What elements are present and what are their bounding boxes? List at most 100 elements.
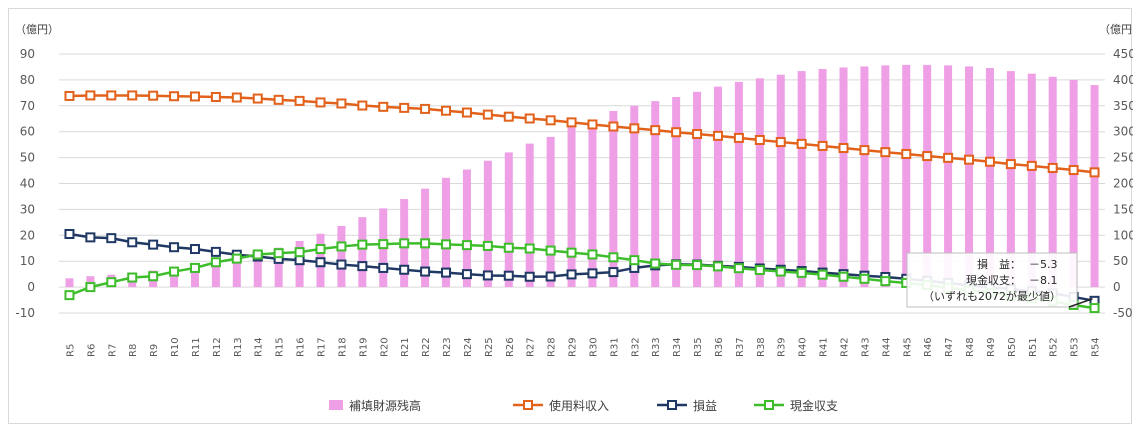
point	[587, 268, 598, 279]
point	[922, 151, 933, 162]
point	[399, 102, 410, 113]
point	[148, 271, 159, 282]
point	[1047, 162, 1058, 173]
left-tick-label: -10	[15, 306, 35, 320]
x-tick-label: R20	[379, 337, 390, 357]
point	[1026, 160, 1037, 171]
x-tick-label: R46	[923, 337, 934, 357]
x-tick-label: R47	[944, 337, 955, 357]
bar	[693, 91, 702, 288]
bar	[1006, 71, 1015, 288]
point	[461, 107, 472, 118]
right-tick-label: -50	[1113, 306, 1133, 320]
point	[524, 271, 535, 282]
point	[775, 266, 786, 277]
point	[189, 91, 200, 102]
right-tick-label: 100	[1113, 228, 1133, 242]
right-tick-label: 450	[1113, 47, 1133, 61]
x-tick-label: R34	[672, 337, 683, 357]
bar	[86, 276, 95, 288]
point	[294, 95, 305, 106]
point	[420, 238, 431, 249]
bar	[525, 143, 534, 288]
point	[127, 272, 138, 283]
right-tick-label: 0	[1113, 280, 1121, 294]
legend-label: 補填財源残高	[349, 398, 421, 413]
x-tick-label: R24	[463, 337, 474, 357]
bar	[630, 105, 639, 288]
point	[775, 137, 786, 148]
point	[231, 92, 242, 103]
point	[817, 140, 828, 151]
point	[441, 105, 452, 116]
x-tick-label: R54	[1091, 337, 1102, 357]
chart-frame: 90 80 70 60 50 40 30 20 10 0 -10 450 400 350 300 250 200…	[8, 8, 1133, 424]
point	[1089, 303, 1100, 314]
x-tick-label: R50	[1007, 337, 1018, 357]
bar	[1069, 79, 1078, 288]
right-tick-label: 350	[1113, 99, 1133, 113]
x-tick-label: R7	[107, 344, 118, 357]
point	[566, 247, 577, 258]
left-axis-unit: （億円）	[15, 23, 59, 36]
left-tick-label: 0	[27, 280, 35, 294]
bar	[985, 67, 994, 288]
x-tick-label: R18	[337, 337, 348, 357]
point	[189, 244, 200, 255]
legend-label: 現金収支	[790, 398, 838, 413]
point	[608, 121, 619, 132]
point	[880, 147, 891, 158]
bar	[588, 120, 597, 288]
bar	[358, 217, 367, 288]
point	[838, 143, 849, 154]
x-tick-label: R53	[1070, 337, 1081, 357]
right-tick-label: 400	[1113, 73, 1133, 87]
x-tick-label: R5	[65, 344, 76, 357]
annotation-label-1: 損 益：	[977, 257, 1021, 271]
x-tick-label: R23	[442, 337, 453, 357]
point	[984, 156, 995, 167]
point	[252, 93, 263, 104]
bar	[1027, 73, 1036, 288]
point	[566, 117, 577, 128]
legend-label: 使用料収入	[549, 398, 609, 413]
point	[712, 261, 723, 272]
x-tick-label: R11	[191, 337, 202, 357]
point	[461, 240, 472, 251]
point	[148, 239, 159, 250]
point	[943, 152, 954, 163]
point	[587, 249, 598, 260]
point	[880, 276, 891, 287]
legend-marker	[667, 400, 677, 410]
x-tick-label: R12	[212, 337, 223, 357]
point	[754, 265, 765, 276]
point	[692, 260, 703, 271]
right-axis-unit: （億円	[1099, 23, 1132, 36]
point	[106, 90, 117, 101]
bar	[567, 126, 576, 288]
point	[336, 241, 347, 252]
annotation-note: （いずれも2072が最少値）	[923, 289, 1061, 303]
bar	[818, 69, 827, 288]
point	[608, 267, 619, 278]
x-tick-label: R36	[714, 337, 725, 357]
point	[273, 248, 284, 259]
x-tick-label: R15	[275, 337, 286, 357]
point	[378, 262, 389, 273]
legend-label: 損益	[693, 398, 717, 413]
point	[127, 90, 138, 101]
right-tick-label: 200	[1113, 177, 1133, 191]
point	[1068, 165, 1079, 176]
point	[859, 273, 870, 284]
point	[169, 266, 180, 277]
x-tick-label: R9	[149, 344, 160, 357]
point	[1005, 159, 1016, 170]
point	[1089, 167, 1100, 178]
x-tick-label: R45	[902, 337, 913, 357]
point	[796, 138, 807, 149]
x-tick-label: R33	[651, 337, 662, 357]
bar	[337, 225, 346, 288]
bar	[734, 81, 743, 288]
bar	[253, 253, 262, 288]
point	[964, 154, 975, 165]
